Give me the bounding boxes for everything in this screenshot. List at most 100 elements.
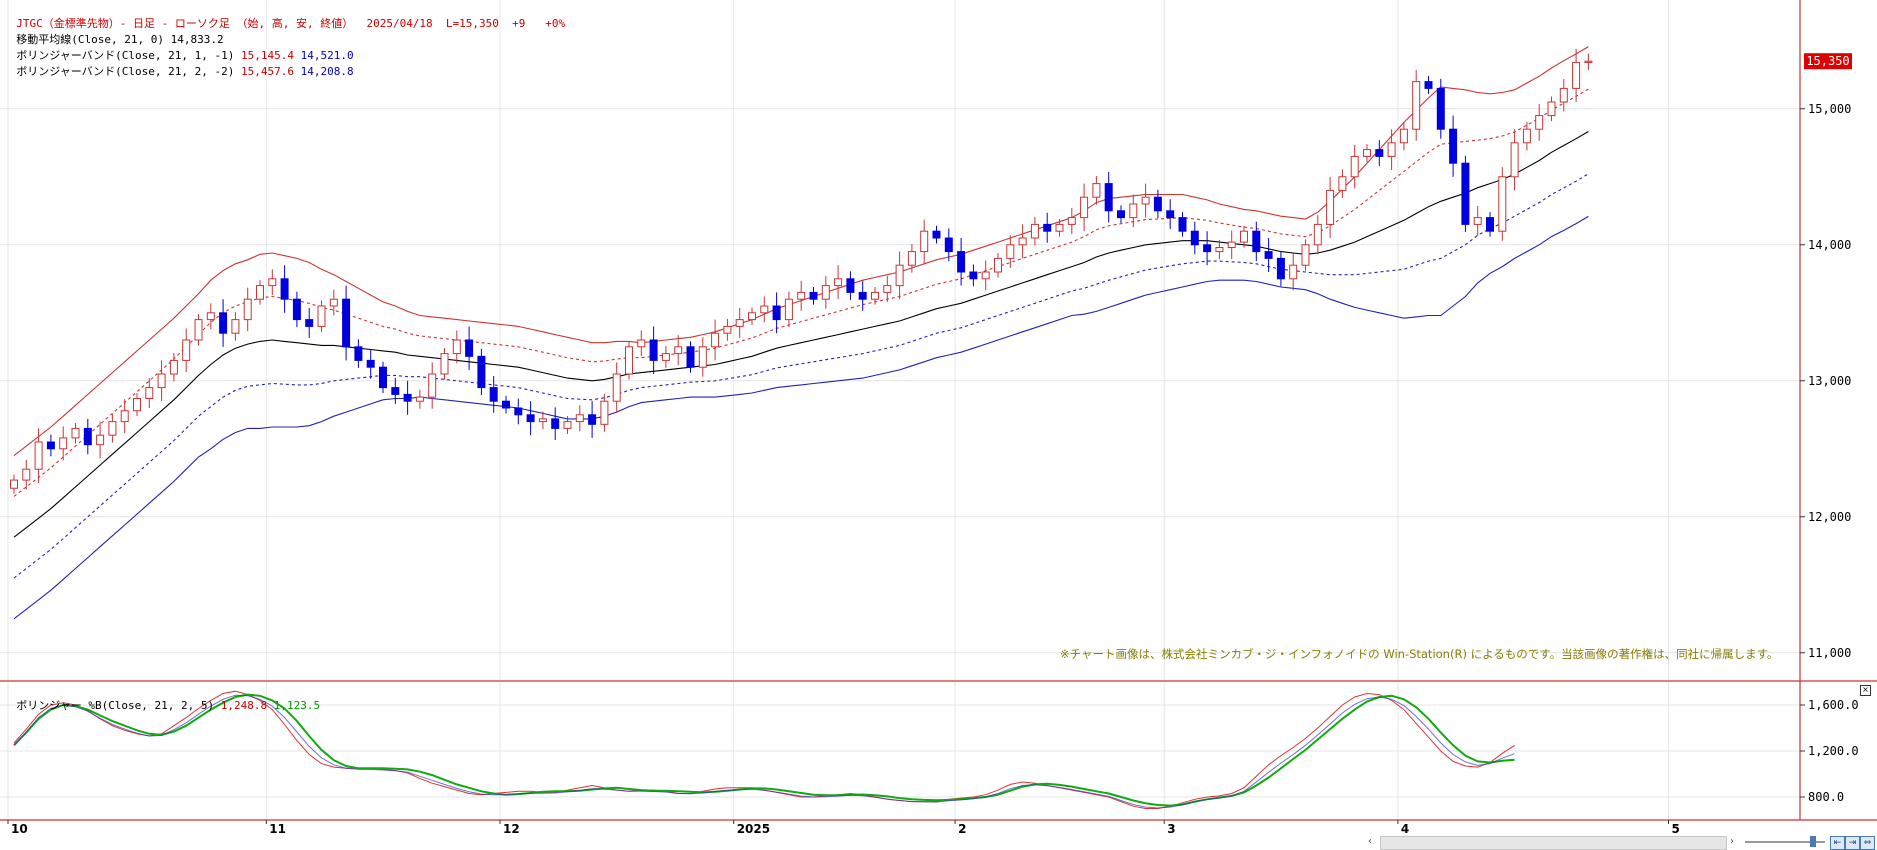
candle: [1092, 176, 1101, 205]
candle-body: [1350, 155, 1359, 178]
candle: [231, 312, 240, 341]
candle: [514, 398, 523, 425]
bb1-lower: 14,521.0: [300, 49, 354, 62]
scroll-right-icon[interactable]: ›: [1730, 836, 1734, 847]
candle-body: [625, 346, 633, 375]
candle: [10, 474, 18, 494]
candle: [280, 265, 289, 313]
candle: [883, 276, 892, 302]
candle-body: [883, 285, 892, 293]
candle-body: [1547, 101, 1556, 117]
candle: [588, 401, 597, 438]
horizontal-scrollbar[interactable]: [1380, 836, 1727, 850]
candle: [1117, 205, 1125, 224]
candle-body: [1153, 196, 1162, 212]
candle-body: [1584, 60, 1593, 63]
sub-y-tick-label: 1,200.0: [1808, 744, 1859, 758]
candle-body: [292, 298, 301, 321]
candle-body: [1436, 87, 1445, 130]
scroll-left-icon[interactable]: ‹: [1368, 836, 1372, 847]
candle: [563, 416, 572, 434]
candle: [661, 346, 670, 368]
candle: [1350, 144, 1359, 189]
candle: [969, 264, 978, 287]
candle-body: [1498, 176, 1507, 232]
candle-body: [895, 264, 904, 287]
close-subchart-icon[interactable]: ×: [1860, 685, 1871, 696]
x-tick-label: 5: [1672, 822, 1680, 836]
candle-body: [1203, 244, 1212, 253]
ma-value: 14,833.2: [170, 33, 224, 46]
candle-body: [342, 298, 351, 348]
candle: [108, 414, 117, 443]
candle-body: [1080, 196, 1089, 219]
candle: [83, 418, 92, 455]
candle-body: [108, 421, 117, 436]
candle-body: [1030, 223, 1039, 239]
candle-body: [907, 251, 916, 266]
candle: [1436, 78, 1445, 139]
candle: [1190, 221, 1199, 255]
candle: [612, 362, 621, 413]
candle-body: [1227, 241, 1236, 249]
y-tick-label: 14,000: [1808, 238, 1851, 252]
candle: [317, 300, 326, 332]
candle: [268, 269, 277, 296]
candle: [748, 307, 756, 326]
x-tick-label: 3: [1167, 822, 1175, 836]
candle: [1227, 230, 1236, 260]
candle-body: [1092, 183, 1101, 198]
candle-body: [133, 397, 141, 412]
candle-body: [1289, 264, 1298, 280]
candle: [711, 319, 720, 361]
sub-value-red: 1,248.8: [220, 699, 268, 712]
candle: [551, 407, 560, 440]
candle: [1363, 144, 1371, 162]
candle: [366, 348, 375, 379]
candle-body: [1387, 142, 1396, 157]
candle-body: [477, 355, 486, 389]
candle: [1166, 199, 1175, 230]
candle-body: [305, 319, 314, 327]
candle: [1338, 169, 1347, 198]
candle-body: [403, 393, 412, 402]
candle-body: [280, 278, 289, 300]
candle-body: [1141, 196, 1150, 205]
zoom-out-icon[interactable]: ⇤: [1830, 836, 1845, 850]
sub-y-tick-label: 800.0: [1808, 790, 1844, 804]
candle-body: [219, 312, 228, 334]
candle-body: [1449, 128, 1458, 164]
candle: [120, 399, 129, 434]
candle: [538, 411, 547, 430]
candle-body: [428, 373, 437, 398]
candle-body: [858, 291, 867, 300]
candle-body: [723, 325, 732, 334]
zoom-slider-track[interactable]: [1745, 841, 1825, 843]
candle: [809, 286, 818, 305]
moving-average-line: [13, 131, 1589, 538]
candle: [46, 434, 55, 457]
zoom-in-icon[interactable]: ⇥: [1845, 836, 1860, 850]
candle-body: [1215, 247, 1224, 253]
candle-body: [834, 278, 843, 287]
candle-body: [1399, 128, 1408, 144]
candle-body: [157, 373, 166, 389]
candle-body: [784, 298, 793, 321]
fit-view-icon[interactable]: ⇔: [1860, 836, 1875, 850]
candle-body: [268, 278, 277, 287]
candle: [957, 238, 966, 286]
candle: [1461, 155, 1470, 232]
candle: [1276, 250, 1285, 287]
candle: [1067, 208, 1076, 234]
candle-body: [1363, 149, 1371, 157]
candle: [834, 265, 843, 300]
candle-body: [366, 359, 375, 368]
candle: [1289, 253, 1298, 291]
candle: [1572, 48, 1581, 102]
candle-body: [760, 305, 769, 314]
candle-body: [1338, 176, 1347, 191]
candle-body: [969, 271, 978, 280]
zoom-slider-handle[interactable]: [1810, 836, 1816, 847]
candle-body: [649, 339, 658, 361]
bb1-legend: ボリンジャーバンド(Close, 21, 1, -1) 15,145.4 14,…: [3, 35, 354, 63]
